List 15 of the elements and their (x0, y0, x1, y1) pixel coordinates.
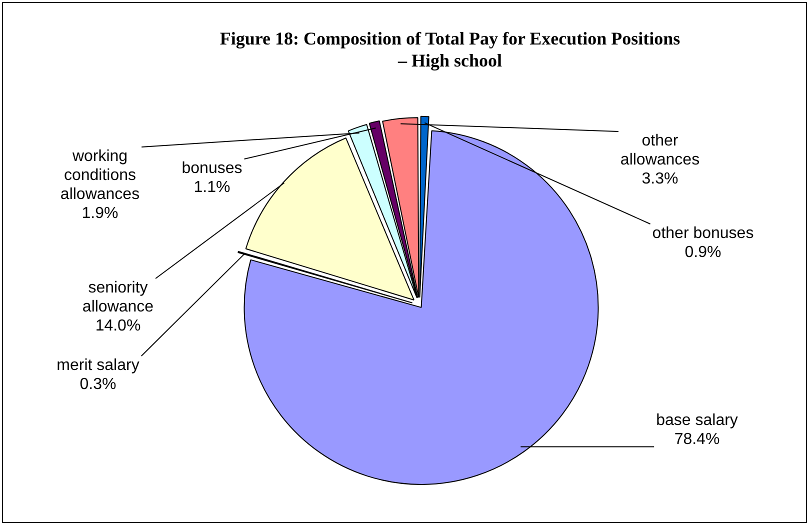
slice-label: merit salary (56, 356, 140, 374)
data-label: 14.0% (95, 317, 141, 334)
data-label: 78.4% (674, 430, 720, 448)
data-label: 1.9% (82, 204, 118, 222)
slice-label: other allowances (620, 132, 700, 168)
slice-label: working conditions allowances (60, 148, 140, 203)
chart-title: Figure 18: Composition of Total Pay for Execution Positions – High school (220, 28, 680, 71)
slice-label: other bonuses (652, 224, 754, 242)
slice-label: bonuses (182, 160, 242, 177)
slice-label: base salary (656, 412, 738, 429)
slice-label: seniority allowance (82, 279, 154, 316)
data-label: 0.3% (80, 376, 116, 393)
data-label: 0.9% (684, 244, 722, 261)
data-label: 1.1% (194, 178, 230, 196)
data-label: 3.3% (642, 170, 678, 188)
